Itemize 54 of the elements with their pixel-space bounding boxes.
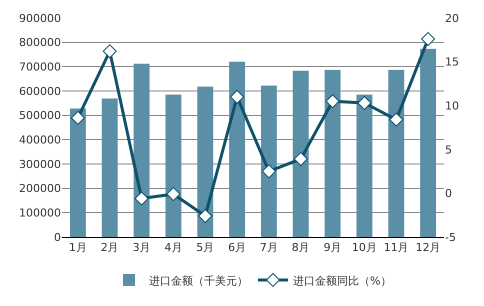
point [134,191,149,206]
y-tick-label: 0 [54,230,61,244]
y2-tick-label: -5 [445,230,456,244]
y-tick-label: 800000 [19,36,61,50]
y2-tick-label: 10 [445,99,459,112]
bar [197,86,214,237]
point [262,164,276,178]
point [230,90,244,104]
point [294,152,308,166]
y-tick-label: 600000 [19,84,61,98]
bar [420,48,436,237]
y-tick-label: 500000 [19,109,61,122]
y-tick-label: 900000 [19,12,61,25]
x-tick-label: 2月 [100,241,119,254]
x-tick-label: 9月 [324,241,342,254]
x-tick-label: 4月 [164,241,182,254]
y2-tick-label: 15 [445,56,459,69]
point [357,96,372,110]
x-tick-label: 6月 [228,241,246,254]
point [70,110,85,125]
point [389,112,404,127]
point [166,187,180,202]
bar [324,70,341,237]
x-tick-label: 8月 [292,241,310,254]
bar [165,94,182,237]
y-tick-label: 100000 [19,206,61,220]
point [102,44,117,58]
y2-tick-label: 5 [445,143,452,156]
y-tick-label: 400000 [19,134,61,147]
x-tick-label: 1月 [68,241,87,254]
y-tick-label: 300000 [19,158,61,171]
point [326,94,340,108]
bar [102,98,118,237]
bar [292,70,309,237]
x-tick-label: 3月 [132,241,151,254]
point [421,32,436,46]
bar [388,70,404,237]
y2-tick-label: 0 [445,187,452,200]
legend-label: 进口金额同比（%） [293,274,392,288]
x-tick-label: 10月 [352,241,377,254]
y-tick-label: 200000 [19,182,61,196]
y2-tick-label: 20 [445,12,459,25]
bar [356,94,372,237]
bar [260,86,277,237]
x-tick-label: 5月 [196,241,214,254]
x-tick-label: 7月 [260,241,278,254]
x-tick-label: 11月 [384,241,409,254]
x-tick-label: 12月 [416,241,441,254]
legend-label: 进口金额（千美元） [149,274,248,288]
bar [134,64,150,237]
point [198,208,212,223]
y-tick-label: 700000 [19,60,61,74]
bar [229,62,246,237]
bar [70,108,86,237]
